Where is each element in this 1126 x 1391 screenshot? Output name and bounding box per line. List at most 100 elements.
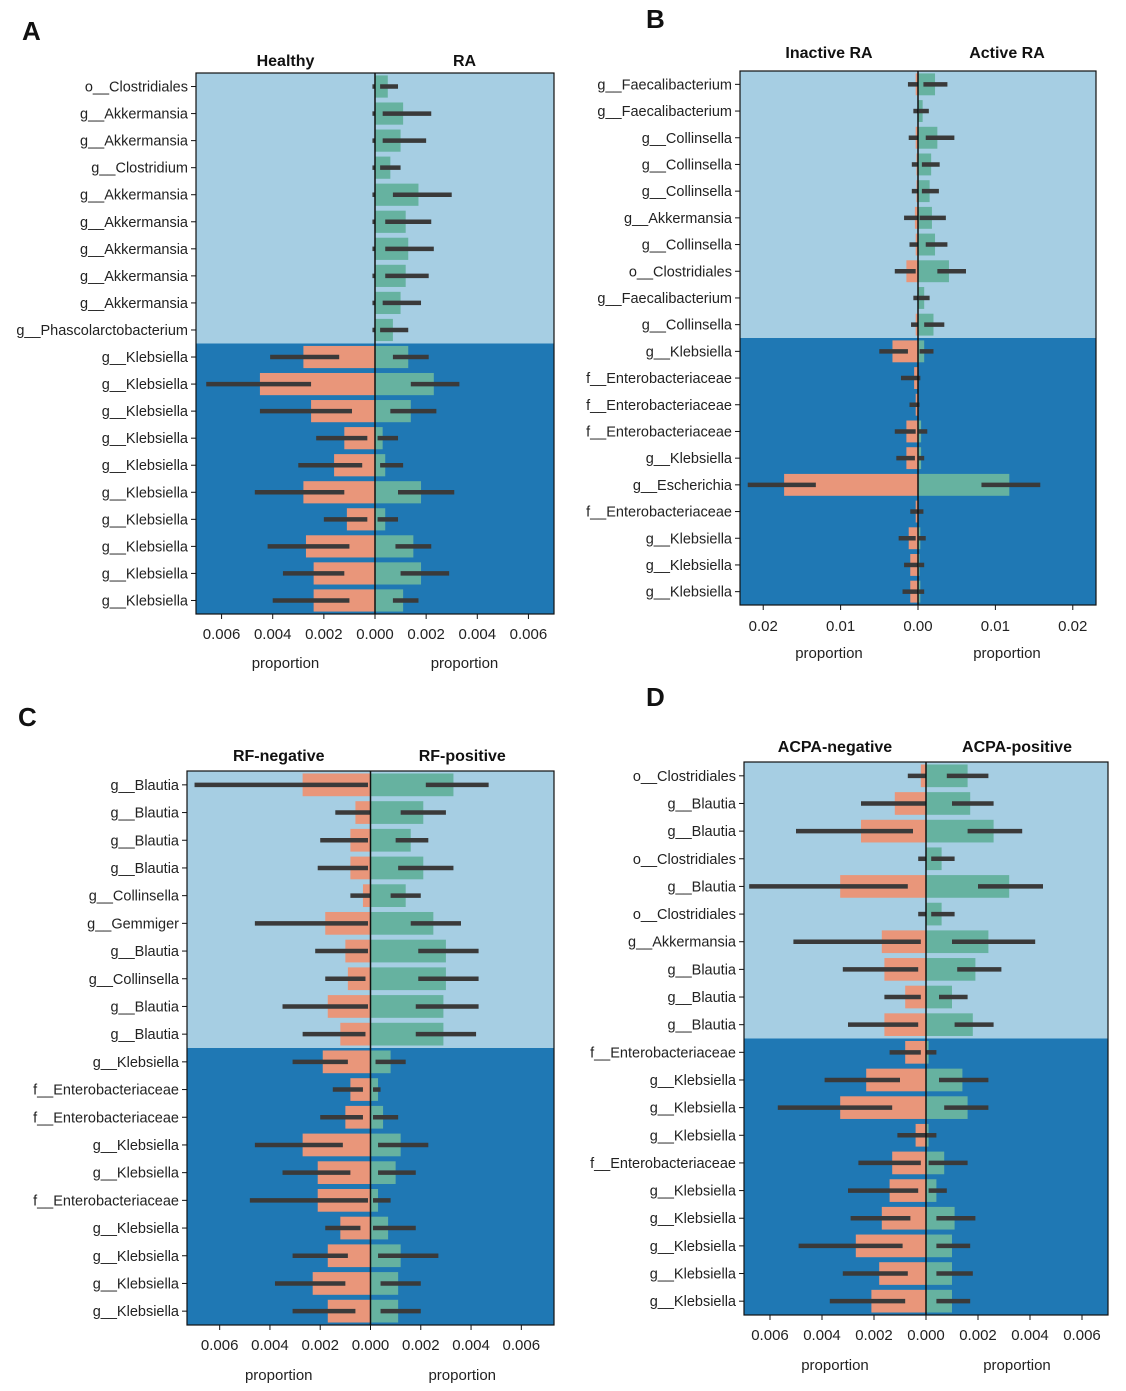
- x-axis-label-right: proportion: [983, 1357, 1051, 1374]
- right-bar: [370, 828, 411, 852]
- left-group-header: ACPA-negative: [778, 739, 892, 756]
- x-tick-label: 0.02: [1058, 618, 1087, 635]
- x-tick-label: 0.000: [907, 1327, 945, 1344]
- category-label: g__Collinsella: [642, 157, 733, 173]
- category-label: f__Enterobacteriaceae: [33, 1193, 179, 1209]
- category-label: g__Phascolarctobacterium: [16, 323, 188, 339]
- category-label: f__Enterobacteriaceae: [590, 1156, 736, 1172]
- x-tick-label: 0.006: [203, 626, 241, 643]
- x-tick-label: 0.006: [503, 1337, 541, 1354]
- category-label: g__Collinsella: [642, 238, 733, 254]
- category-label: g__Akkermansia: [80, 107, 189, 123]
- right-bar: [375, 345, 409, 369]
- category-label: g__Klebsiella: [93, 1055, 180, 1071]
- right-bar: [370, 773, 454, 797]
- category-label: g__Klebsiella: [93, 1221, 180, 1237]
- category-label: g__Blautia: [667, 796, 736, 812]
- category-label: g__Akkermansia: [80, 215, 189, 231]
- category-label: g__Klebsiella: [93, 1249, 180, 1265]
- right-bar: [926, 792, 971, 815]
- x-axis-label-left: proportion: [801, 1357, 869, 1374]
- right-bar: [370, 939, 446, 963]
- category-label: g__Faecalibacterium: [597, 291, 732, 307]
- category-label: f__Enterobacteriaceae: [33, 1110, 179, 1126]
- x-tick-label: 0.004: [254, 626, 292, 643]
- x-tick-label: 0.000: [352, 1337, 390, 1354]
- category-label: g__Blautia: [110, 833, 179, 849]
- category-label: g__Klebsiella: [93, 1166, 180, 1182]
- x-tick-label: 0.006: [1063, 1327, 1101, 1344]
- category-label: g__Akkermansia: [80, 134, 189, 150]
- category-label: g__Blautia: [110, 944, 179, 960]
- x-tick-label: 0.01: [981, 618, 1010, 635]
- x-tick-label: 0.002: [301, 1337, 339, 1354]
- category-label: g__Akkermansia: [80, 188, 189, 204]
- x-axis-label-left: proportion: [245, 1367, 313, 1384]
- panel-letter: A: [22, 16, 41, 46]
- category-label: g__Klebsiella: [650, 1239, 737, 1255]
- x-tick-label: 0.004: [1011, 1327, 1049, 1344]
- right-bar: [370, 856, 424, 880]
- x-tick-label: 0.002: [407, 626, 445, 643]
- category-label: g__Klebsiella: [102, 404, 189, 420]
- panel-letter: D: [646, 682, 665, 712]
- category-label: g__Blautia: [110, 861, 179, 877]
- category-label: g__Blautia: [667, 1018, 736, 1034]
- category-label: g__Klebsiella: [93, 1304, 180, 1320]
- x-tick-label: 0.02: [749, 618, 778, 635]
- x-tick-label: 0.002: [305, 626, 343, 643]
- category-label: f__Enterobacteriaceae: [586, 505, 732, 521]
- x-axis-label-left: proportion: [252, 655, 320, 672]
- category-label: g__Blautia: [110, 806, 179, 822]
- category-label: g__Collinsella: [642, 184, 733, 200]
- category-label: g__Klebsiella: [93, 1276, 180, 1292]
- category-label: g__Blautia: [110, 1027, 179, 1043]
- category-label: f__Enterobacteriaceae: [586, 398, 732, 414]
- category-label: o__Clostridiales: [633, 907, 736, 923]
- category-label: g__Klebsiella: [93, 1138, 180, 1154]
- left-bar: [784, 473, 918, 496]
- category-label: g__Klebsiella: [102, 377, 189, 393]
- category-label: g__Klebsiella: [646, 558, 733, 574]
- right-group-header: RF-positive: [419, 748, 506, 765]
- category-label: g__Blautia: [667, 990, 736, 1006]
- right-bar: [918, 260, 949, 283]
- category-label: g__Blautia: [110, 999, 179, 1015]
- x-tick-label: 0.006: [201, 1337, 239, 1354]
- right-bar: [926, 819, 994, 843]
- right-group-header: ACPA-positive: [962, 739, 1072, 756]
- right-bar: [926, 958, 976, 981]
- category-label: g__Blautia: [667, 962, 736, 978]
- right-group-header: Active RA: [969, 45, 1045, 62]
- category-label: g__Klebsiella: [650, 1184, 737, 1200]
- left-group-header: Healthy: [257, 53, 315, 70]
- x-tick-label: 0.002: [402, 1337, 440, 1354]
- right-bar: [370, 911, 434, 935]
- category-label: g__Klebsiella: [650, 1073, 737, 1089]
- right-bar: [926, 1013, 973, 1037]
- x-axis-label-left: proportion: [795, 645, 863, 662]
- x-tick-label: 0.01: [826, 618, 855, 635]
- x-tick-label: 0.00: [903, 618, 932, 635]
- category-label: g__Klebsiella: [650, 1128, 737, 1144]
- category-label: g__Klebsiella: [102, 431, 189, 447]
- x-tick-label: 0.006: [510, 626, 548, 643]
- category-label: f__Enterobacteriaceae: [586, 371, 732, 387]
- panel-letter: B: [646, 4, 665, 34]
- category-label: g__Klebsiella: [646, 531, 733, 547]
- category-label: o__Clostridiales: [85, 80, 188, 96]
- right-bar: [370, 884, 406, 908]
- right-bar: [370, 801, 424, 824]
- category-label: g__Klebsiella: [102, 593, 189, 609]
- category-label: g__Gemmiger: [87, 916, 179, 932]
- category-label: g__Klebsiella: [102, 512, 189, 528]
- right-bar: [370, 967, 446, 991]
- category-label: g__Klebsiella: [650, 1267, 737, 1283]
- category-label: g__Clostridium: [91, 161, 188, 177]
- category-label: g__Klebsiella: [646, 451, 733, 467]
- x-tick-label: 0.002: [959, 1327, 997, 1344]
- x-axis-label-right: proportion: [431, 655, 499, 672]
- category-label: g__Klebsiella: [102, 566, 189, 582]
- category-label: f__Enterobacteriaceae: [586, 424, 732, 440]
